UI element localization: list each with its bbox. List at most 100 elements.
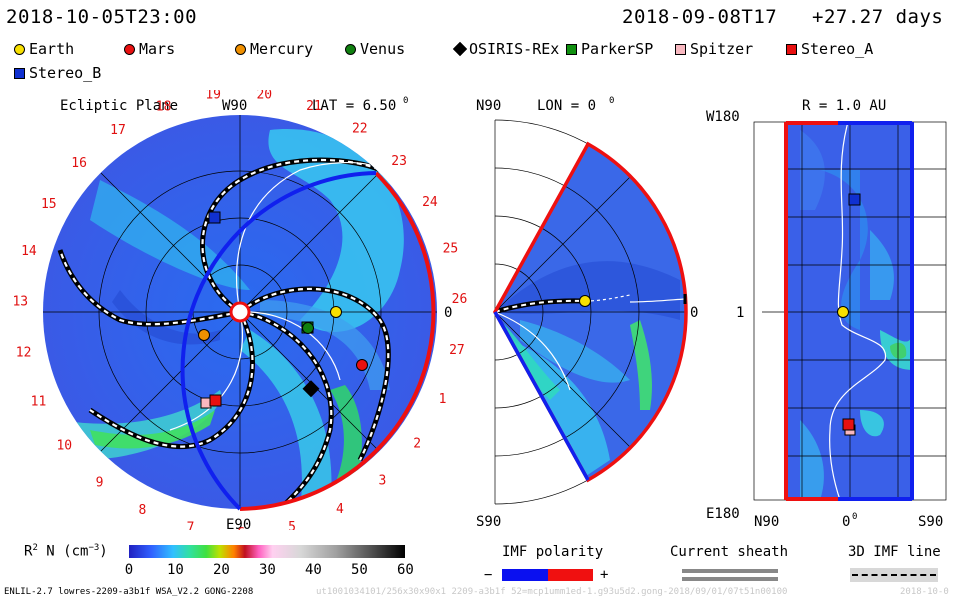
colorbar — [129, 545, 405, 558]
imf-minus: − — [484, 567, 493, 583]
carrington-label: 10 — [56, 438, 72, 453]
legend-label: Venus — [360, 40, 406, 58]
earth-marker — [330, 306, 342, 318]
imf-polarity-title: IMF polarity — [502, 544, 604, 560]
reference-time: 2018-09-08T17 — [622, 6, 778, 28]
square-icon — [675, 43, 686, 55]
model-footer: ENLIL-2.7 lowres-2209-a3b1f WSA_V2.2 GON… — [4, 587, 254, 597]
radial-n90: N90 — [754, 514, 779, 530]
carrington-label: 24 — [422, 195, 438, 210]
colorbar-title-rest: N (cm — [46, 543, 89, 560]
legend-label: Stereo_A — [801, 40, 874, 58]
imf-line-title: 3D IMF line — [848, 544, 941, 560]
meridional-panel: N90 S90 0 LON = 0 0 — [476, 96, 698, 530]
legend-label: ParkerSP — [581, 40, 654, 58]
legend-item-stereo-b: Stereo_B — [14, 64, 101, 82]
carrington-label: 16 — [71, 156, 87, 171]
meridional-lon: LON = 0 — [537, 98, 596, 114]
ecliptic-zero: 0 — [444, 305, 452, 321]
colorbar-tick: 60 — [397, 562, 414, 578]
legend-item-stereo-a: Stereo_A — [786, 40, 873, 58]
square-icon — [786, 43, 797, 55]
legend-label: Stereo_B — [29, 64, 102, 82]
stereo-a-marker — [209, 394, 222, 407]
plots: Ecliptic Plane W90 E90 0 LAT = 6.50 0 19… — [12, 90, 947, 530]
current-sheath-line-2 — [682, 577, 778, 581]
footer-id-text: ut1001034101/256x30x90x1 2209-a3b1f 52=m… — [316, 587, 788, 597]
carrington-label: 1 — [439, 392, 447, 407]
carrington-label: 14 — [21, 244, 37, 259]
circle-icon — [345, 43, 356, 55]
ecliptic-e90: E90 — [226, 517, 251, 530]
colorbar-title-end: ) — [99, 543, 108, 560]
mars-marker — [356, 359, 368, 371]
ecliptic-w90: W90 — [222, 98, 247, 114]
carrington-label: 8 — [138, 503, 146, 518]
carrington-label: 21 — [306, 99, 322, 114]
model-time: 2018-10-05T23:00 — [6, 6, 198, 28]
carrington-label: 15 — [41, 197, 57, 212]
radial-zero: 0 — [842, 514, 850, 530]
meridional-earth-marker — [579, 295, 591, 307]
carrington-label: 13 — [12, 295, 28, 310]
ecliptic-lat: LAT = 6.50 — [312, 98, 396, 114]
venus-marker — [302, 322, 314, 334]
carrington-label: 2 — [413, 436, 421, 451]
legend-label: Mercury — [250, 40, 314, 58]
radial-title: R = 1.0 AU — [802, 98, 886, 114]
carrington-label: 5 — [288, 520, 296, 530]
radial-panel: R = 1.0 AU W180 E180 1 N90 0 0 S90 — [706, 98, 947, 530]
imf-polarity-positive — [548, 569, 593, 581]
radial-stereo-b-marker — [848, 193, 861, 206]
legend-item-venus: Venus — [345, 40, 405, 58]
carrington-label: 6 — [237, 526, 245, 530]
colorbar-title-r: R — [24, 543, 33, 560]
ecliptic-panel: Ecliptic Plane W90 E90 0 LAT = 6.50 0 19… — [12, 90, 467, 530]
legend-item-mars: Mars — [124, 40, 175, 58]
radial-s90: S90 — [918, 514, 943, 530]
colorbar-tick: 30 — [259, 562, 276, 578]
carrington-label: 27 — [449, 343, 465, 358]
square-icon — [14, 67, 25, 79]
meridional-s90: S90 — [476, 514, 501, 530]
legend-label: Earth — [29, 40, 75, 58]
colorbar-tick: 0 — [124, 562, 134, 578]
meridional-zero: 0 — [690, 305, 698, 321]
carrington-label: 18 — [156, 100, 172, 115]
legend-label: Spitzer — [690, 40, 754, 58]
carrington-label: 3 — [378, 474, 386, 489]
colorbar-title: R2 N (cm−3) — [24, 543, 108, 560]
current-sheath-line-1 — [682, 569, 778, 573]
radial-e180: E180 — [706, 506, 740, 522]
carrington-label: 17 — [110, 123, 126, 138]
legend-item-earth: Earth — [14, 40, 74, 58]
circle-icon — [124, 43, 135, 55]
osiris-marker — [302, 380, 320, 398]
current-sheath-title: Current sheath — [670, 544, 789, 560]
mercury-marker — [198, 329, 210, 341]
meridional-n90: N90 — [476, 98, 501, 114]
colorbar-title-sup: 2 — [32, 543, 38, 553]
imf-plus: + — [600, 567, 609, 583]
circle-icon — [235, 43, 246, 55]
carrington-label: 9 — [96, 475, 104, 490]
legend-item-parkersp: ParkerSP — [566, 40, 653, 58]
imf-line-sample — [850, 568, 938, 582]
colorbar-title-sup2: −3 — [88, 543, 100, 553]
legend-item-spitzer: Spitzer — [675, 40, 753, 58]
carrington-label: 19 — [205, 90, 221, 103]
carrington-label: 7 — [187, 520, 195, 530]
legend-item-mercury: Mercury — [235, 40, 313, 58]
footer-date-text: 2018-10-0 — [900, 587, 949, 597]
carrington-label: 4 — [336, 502, 344, 517]
ecliptic-lat-sup: 0 — [403, 96, 408, 106]
meridional-lon-sup: 0 — [609, 96, 614, 106]
radial-one: 1 — [736, 305, 744, 321]
carrington-label: 25 — [443, 242, 459, 257]
diamond-icon — [452, 41, 468, 57]
colorbar-tick: 20 — [213, 562, 230, 578]
colorbar-tick: 40 — [305, 562, 322, 578]
carrington-label: 22 — [352, 122, 368, 137]
radial-zero-sup: 0 — [852, 512, 857, 522]
legend-item-osiris-rex: OSIRIS-REx — [452, 40, 559, 58]
